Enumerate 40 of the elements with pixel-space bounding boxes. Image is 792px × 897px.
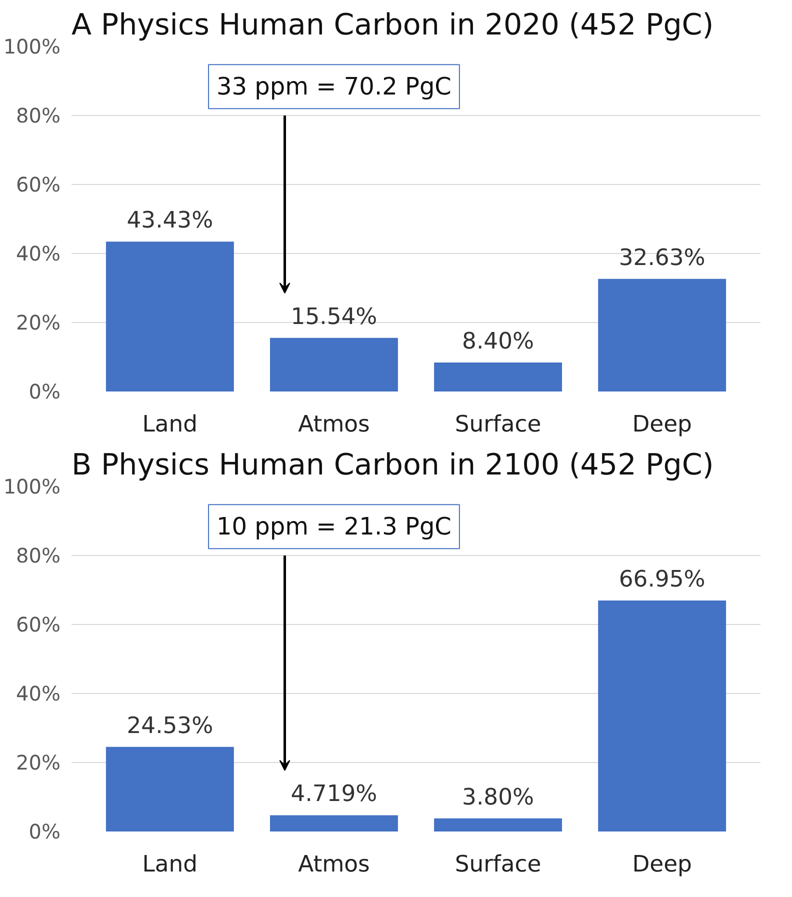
x-tick-label: Surface	[454, 412, 542, 438]
data-label: 24.53%	[126, 712, 214, 739]
y-tick-label: 20%	[16, 750, 60, 774]
x-tick-label: Land	[142, 852, 198, 878]
y-tick-label: 40%	[16, 242, 60, 266]
y-tick-label: 40%	[16, 682, 60, 706]
y-tick-label: 80%	[16, 544, 60, 568]
bar	[270, 815, 398, 832]
text: B Physics Human Carbon in 2100 (452 PgC)	[72, 448, 714, 482]
y-tick-label: 60%	[16, 612, 60, 636]
bar	[106, 746, 234, 832]
text: A Physics Human Carbon in 2020 (452 PgC)	[72, 8, 714, 42]
x-tick-label: Atmos	[298, 412, 370, 438]
data-label: 32.63%	[618, 244, 706, 271]
y-tick-label: 60%	[16, 172, 60, 196]
bar	[434, 362, 562, 392]
bar	[598, 278, 726, 392]
annotation: 10 ppm = 21.3 PgC	[216, 512, 452, 541]
x-tick-label: Surface	[454, 852, 542, 878]
bar	[434, 818, 562, 832]
y-tick-label: 20%	[16, 310, 60, 334]
bar	[270, 338, 398, 392]
data-label: 66.95%	[618, 566, 706, 593]
x-tick-label: Deep	[632, 412, 692, 438]
data-label: 15.54%	[290, 304, 378, 330]
y-tick-label: 100%	[3, 34, 61, 58]
y-tick-label: 100%	[3, 474, 61, 498]
x-tick-label: Land	[142, 412, 198, 438]
data-label: 3.80%	[462, 784, 534, 810]
data-label: 4.719%	[290, 781, 378, 808]
bar	[106, 242, 234, 392]
y-tick-label: 80%	[16, 104, 60, 128]
x-tick-label: Deep	[632, 852, 692, 878]
y-tick-label: 0%	[28, 820, 61, 844]
x-tick-label: Atmos	[298, 852, 370, 878]
y-tick-label: 0%	[28, 380, 61, 404]
annotation: 33 ppm = 70.2 PgC	[216, 72, 452, 101]
bar	[598, 600, 726, 832]
data-label: 8.40%	[462, 328, 534, 355]
data-label: 43.43%	[126, 208, 214, 234]
